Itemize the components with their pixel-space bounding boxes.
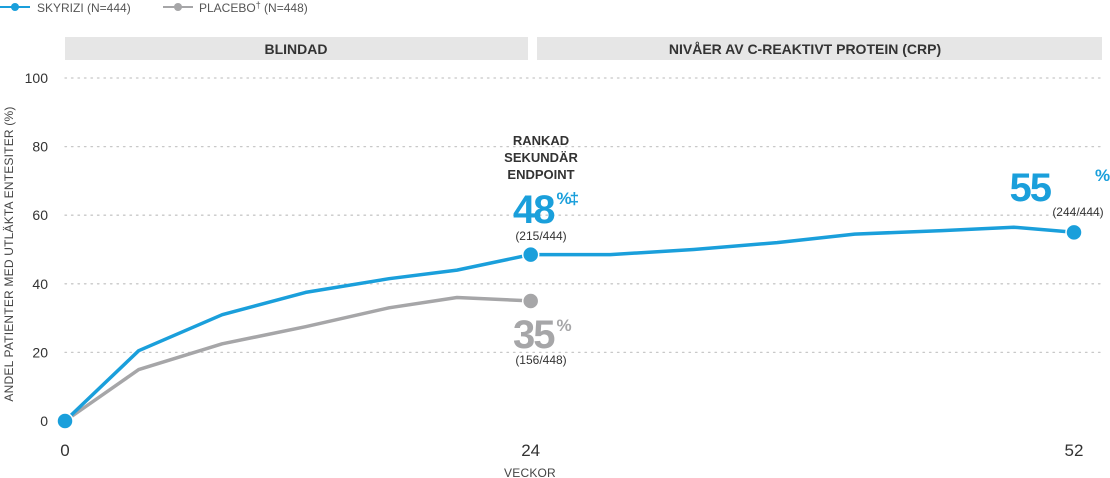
x-tick-label-52: 52 (1065, 441, 1084, 460)
placebo-week24-number: 35 (513, 313, 555, 357)
legend-item-placebo: PLACEBO† (N=448) (163, 0, 308, 15)
y-axis-ticks: 0 20 40 60 80 100 (25, 70, 49, 429)
placebo-marker-week24 (521, 292, 540, 310)
skyrizi-week24-value: 48 %‡ (513, 188, 579, 232)
skyrizi-week52-value: 55 (1010, 166, 1052, 210)
series-layer (56, 223, 1083, 430)
y-tick-label-80: 80 (32, 139, 48, 155)
y-axis-label: ANDEL PATIENTER MED UTLÄKTA ENTESITER (%… (2, 106, 16, 401)
band-blinded-label: BLINDAD (265, 41, 328, 57)
skyrizi-marker-week0 (56, 412, 74, 430)
x-axis-ticks: 0 24 52 (60, 441, 1083, 460)
placebo-week24-value: 35% (513, 313, 572, 357)
skyrizi-marker-week24 (521, 245, 540, 264)
legend-placebo-sup: † (256, 0, 261, 10)
placebo-week24-fraction: (156/448) (515, 353, 566, 367)
x-tick-label-0: 0 (60, 441, 69, 460)
skyrizi-week52-number: 55 (1010, 166, 1052, 210)
legend-placebo-tail: (N=448) (261, 1, 308, 15)
x-axis-label: VECKOR (504, 466, 556, 478)
annotations: RANKAD SEKUNDÄR ENDPOINT 48 %‡ (215/444) … (504, 133, 1110, 367)
skyrizi-marker-week52 (1065, 223, 1083, 242)
x-tick-label-24: 24 (521, 441, 540, 460)
period-bands: BLINDAD NIVÅER AV C-REAKTIVT PROTEIN (CR… (65, 37, 1102, 60)
band-crp-bg (537, 37, 1102, 60)
legend-skyrizi-marker (11, 3, 19, 11)
band-blinded-bg (65, 37, 528, 60)
legend-skyrizi-label: SKYRIZI (N=444) (37, 1, 131, 15)
endpoint-label-line-2: SEKUNDÄR (504, 150, 578, 165)
y-tick-label-0: 0 (40, 413, 48, 429)
endpoint-label-line-3: ENDPOINT (507, 167, 574, 182)
placebo-week24-sup: % (557, 316, 572, 335)
y-tick-label-60: 60 (32, 207, 48, 223)
skyrizi-week24-number: 48 (513, 188, 555, 232)
legend-placebo-label: PLACEBO† (N=448) (199, 0, 308, 15)
gridlines (64, 77, 1103, 354)
legend: SKYRIZI (N=444) PLACEBO† (N=448) (0, 0, 308, 15)
skyrizi-series-line (63, 225, 1076, 423)
skyrizi-week52-fraction: (244/444) (1052, 205, 1103, 219)
placebo-series-line (63, 295, 533, 423)
band-crp-label: NIVÅER AV C-REAKTIVT PROTEIN (CRP) (669, 41, 941, 57)
skyrizi-week52-sup: % (1095, 166, 1110, 185)
legend-placebo-marker (174, 3, 182, 11)
y-tick-label-40: 40 (32, 276, 48, 292)
skyrizi-week24-sup: %‡ (557, 189, 579, 208)
y-tick-label-100: 100 (25, 70, 49, 86)
y-tick-label-20: 20 (32, 344, 48, 360)
endpoint-label-line-1: RANKAD (513, 133, 569, 148)
legend-item-skyrizi: SKYRIZI (N=444) (0, 1, 131, 15)
legend-placebo-text: PLACEBO (199, 1, 256, 15)
skyrizi-week24-fraction: (215/444) (515, 229, 566, 243)
